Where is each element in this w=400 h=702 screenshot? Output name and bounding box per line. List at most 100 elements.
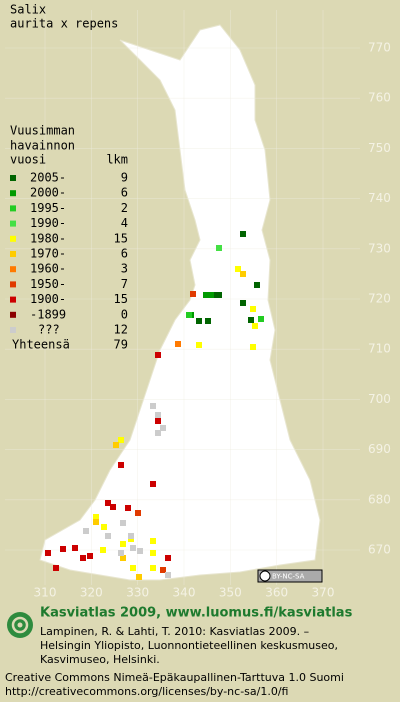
legend-count: 2 <box>121 201 128 215</box>
observation-square <box>80 555 86 561</box>
x-tick-label: 320 <box>80 586 103 600</box>
legend-label: 2005- <box>30 171 66 185</box>
legend-heading: Vuusimman <box>10 124 75 138</box>
observation-square <box>205 318 211 324</box>
total-label: Yhteensä <box>12 338 70 352</box>
x-tick-label: 370 <box>312 586 335 600</box>
observation-square <box>120 541 126 547</box>
observation-square <box>250 344 256 350</box>
x-tick-label: 310 <box>34 586 57 600</box>
observation-square <box>203 292 209 298</box>
observation-square <box>160 425 166 431</box>
observation-square <box>83 528 89 534</box>
observation-square <box>105 500 111 506</box>
legend-heading: havainnon <box>10 139 75 153</box>
y-tick-label: 700 <box>368 392 391 406</box>
headline: Kasviatlas 2009, www.luomus.fi/kasviatla… <box>40 606 353 621</box>
y-tick-label: 750 <box>368 141 391 155</box>
legend-swatch <box>10 266 16 273</box>
legend-label: 1970- <box>30 247 66 261</box>
observation-square <box>110 504 116 510</box>
legend-swatch <box>10 175 16 181</box>
observation-square <box>150 538 156 544</box>
y-tick-label: 740 <box>368 191 391 205</box>
observation-square <box>150 565 156 571</box>
citation: Helsingin Yliopisto, Luonnontieteellinen… <box>40 639 338 652</box>
observation-square <box>186 312 192 318</box>
observation-square <box>150 481 156 487</box>
observation-square <box>196 342 202 348</box>
y-tick-label: 730 <box>368 241 391 255</box>
map-grid <box>5 10 360 585</box>
y-tick-label: 760 <box>368 91 391 105</box>
legend-count: 7 <box>121 277 128 291</box>
legend-count: 15 <box>114 231 128 245</box>
legend-count: 6 <box>121 247 128 261</box>
observation-square <box>93 514 99 520</box>
observation-square <box>165 555 171 561</box>
observation-square <box>130 545 136 551</box>
y-tick-label: 690 <box>368 442 391 456</box>
x-tick-label: 330 <box>126 586 149 600</box>
legend-swatch <box>10 251 16 257</box>
observation-square <box>128 533 134 539</box>
observation-square <box>240 231 246 237</box>
observation-square <box>240 300 246 306</box>
citation: Lampinen, R. & Lahti, T. 2010: Kasviatla… <box>40 625 309 638</box>
legend-label: 1995- <box>30 201 66 215</box>
observation-square <box>160 567 166 573</box>
legend-label: 1980- <box>30 231 66 245</box>
observations <box>45 231 264 580</box>
finland-map <box>39 24 321 581</box>
title: Salix <box>10 3 46 17</box>
observation-square <box>150 550 156 556</box>
legend-count: 4 <box>121 216 128 230</box>
legend: 2005- 9 2000- 6 1995- 2 1990- 4 1980- 15 1970- 6 196… <box>10 171 128 337</box>
observation-square <box>118 437 124 443</box>
license: http://creativecommons.org/licenses/by-n… <box>5 685 288 698</box>
legend-count: 15 <box>114 292 128 306</box>
legend-swatch <box>10 205 16 212</box>
observation-square <box>120 555 126 561</box>
observation-square <box>113 442 119 448</box>
observation-square <box>118 462 124 468</box>
observation-square <box>190 291 196 297</box>
cc-text: BY-NC-SA <box>272 573 305 581</box>
legend-col: lkm <box>106 153 128 167</box>
y-tick-label: 680 <box>368 492 391 506</box>
observation-square <box>135 510 141 516</box>
legend-label: -1899 <box>30 307 66 321</box>
legend-count: 0 <box>121 307 128 321</box>
observation-square <box>155 430 161 436</box>
y-tick-label: 670 <box>368 543 391 557</box>
total-count: 79 <box>114 338 128 352</box>
observation-square <box>105 533 111 539</box>
observation-square <box>212 292 218 298</box>
observation-square <box>93 519 99 525</box>
observation-square <box>258 316 264 322</box>
legend-count: 9 <box>121 171 128 185</box>
legend-label: ??? <box>38 323 60 337</box>
cc-badge <box>257 569 323 583</box>
observation-square <box>45 550 51 556</box>
x-tick-label: 340 <box>173 586 196 600</box>
observation-square <box>252 323 258 329</box>
observation-square <box>150 403 156 409</box>
observation-square <box>136 574 142 580</box>
observation-square <box>155 412 161 418</box>
y-tick-label: 770 <box>368 41 391 55</box>
legend-count: 12 <box>114 323 128 337</box>
observation-square <box>240 271 246 277</box>
observation-square <box>125 505 131 511</box>
observation-square <box>216 292 222 298</box>
legend-col: vuosi <box>10 153 46 167</box>
observation-square <box>175 341 181 347</box>
y-tick-label: 720 <box>368 292 391 306</box>
x-tick-label: 360 <box>265 586 288 600</box>
observation-square <box>53 565 59 571</box>
observation-square <box>130 565 136 571</box>
observation-square <box>235 266 241 272</box>
legend-swatch <box>10 327 16 333</box>
observation-square <box>60 546 66 552</box>
